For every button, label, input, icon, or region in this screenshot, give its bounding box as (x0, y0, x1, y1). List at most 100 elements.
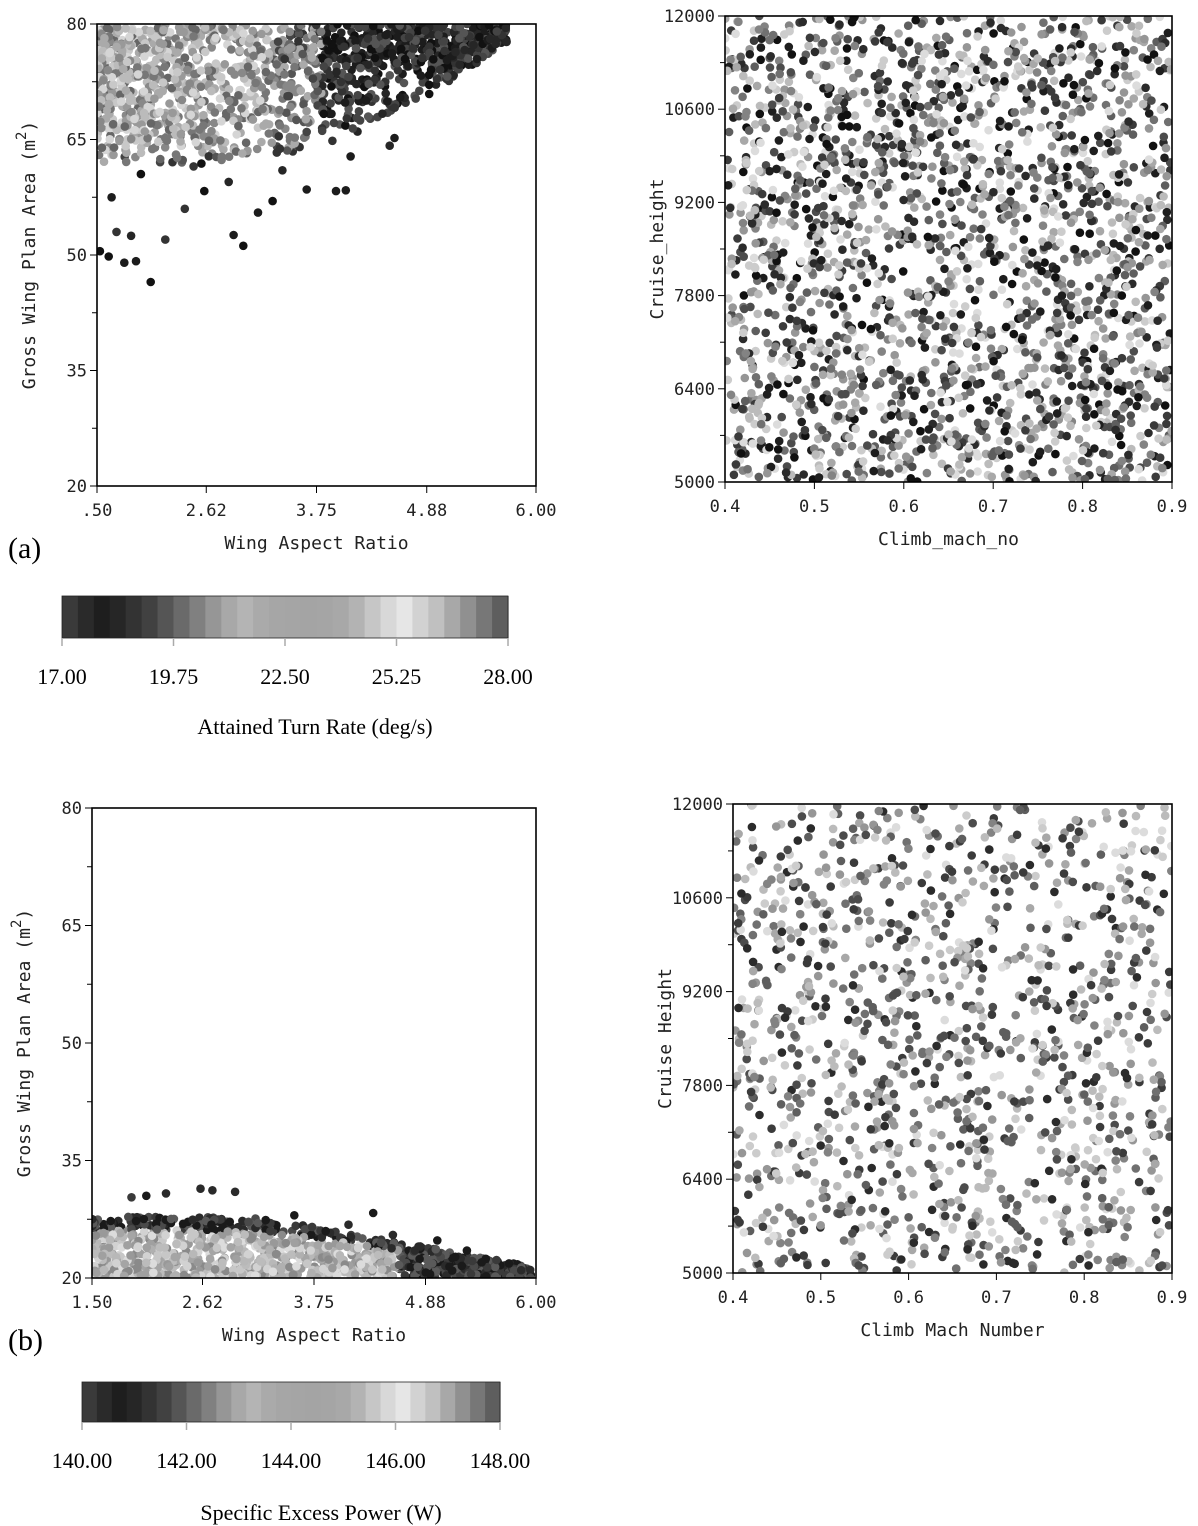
data-point (836, 235, 845, 244)
data-point (866, 181, 876, 190)
data-point (239, 29, 248, 38)
data-point (772, 208, 781, 217)
data-point (995, 436, 1005, 446)
data-point (963, 264, 972, 273)
data-point (103, 65, 113, 75)
data-point (442, 1271, 451, 1278)
data-point (109, 143, 119, 152)
data-point (873, 134, 882, 144)
outlier-point (346, 152, 355, 161)
data-point (309, 42, 318, 52)
data-point (111, 1252, 121, 1262)
data-point (1000, 427, 1009, 436)
data-point (783, 170, 792, 179)
outlier-point (268, 196, 277, 206)
data-point (925, 315, 934, 325)
data-point (1105, 366, 1115, 376)
data-point (160, 62, 169, 72)
data-point (1072, 306, 1082, 315)
outlier-point (229, 230, 238, 240)
data-point (790, 200, 799, 209)
data-point (916, 426, 925, 436)
data-point (267, 138, 277, 147)
data-point (1117, 456, 1127, 466)
data-point (920, 49, 929, 59)
data-point (204, 136, 214, 145)
data-point (820, 220, 829, 229)
data-point (1156, 105, 1166, 114)
data-point (928, 435, 937, 445)
data-point (833, 105, 843, 115)
data-point (955, 460, 964, 469)
data-point (1095, 226, 1105, 236)
data-point (364, 79, 374, 89)
data-point (1102, 399, 1111, 408)
data-point (258, 104, 267, 114)
data-point (1094, 131, 1103, 141)
data-point (989, 29, 998, 38)
data-point (283, 45, 293, 54)
data-point (280, 70, 289, 79)
data-point (888, 318, 897, 328)
data-point (857, 320, 867, 330)
data-point (741, 112, 750, 121)
data-point (435, 65, 445, 74)
data-point (97, 134, 102, 143)
data-point (1152, 343, 1162, 352)
data-point (795, 297, 805, 307)
data-point (1052, 308, 1062, 318)
data-point (929, 96, 939, 106)
data-point (1037, 153, 1046, 163)
data-point (754, 289, 763, 299)
data-point (1166, 65, 1172, 74)
data-point (142, 1252, 152, 1261)
data-point (1032, 424, 1041, 433)
data-point (325, 70, 335, 80)
data-point (1066, 421, 1075, 431)
data-point (978, 210, 987, 219)
data-point (1017, 128, 1027, 137)
data-point (360, 24, 369, 32)
data-point (411, 94, 421, 103)
data-point (1144, 428, 1153, 438)
data-point (1087, 186, 1097, 196)
data-point (1021, 246, 1030, 255)
data-point (368, 24, 378, 31)
data-point (725, 203, 735, 213)
data-point (1036, 307, 1045, 316)
data-point (354, 107, 364, 116)
data-point (1069, 80, 1079, 90)
data-point (1120, 270, 1130, 280)
data-point (971, 313, 981, 323)
data-point (415, 86, 424, 96)
data-point (324, 1255, 333, 1264)
data-point (1013, 344, 1022, 354)
outlier-point (341, 186, 351, 195)
data-point (1155, 453, 1165, 463)
y-tick-label: 65 (67, 131, 87, 151)
data-point (1144, 109, 1154, 118)
data-point (856, 259, 866, 268)
data-point (1033, 279, 1043, 288)
data-point (1028, 380, 1037, 389)
data-point (112, 24, 122, 32)
data-point (1115, 213, 1124, 223)
data-point (1131, 225, 1141, 235)
data-point (847, 167, 857, 177)
data-point (931, 345, 940, 354)
data-point (888, 376, 898, 386)
data-point (847, 476, 857, 482)
data-point (866, 324, 876, 334)
data-point (765, 207, 774, 216)
data-point (817, 255, 826, 265)
data-point (937, 79, 946, 89)
data-point (785, 26, 794, 36)
data-point (195, 1213, 204, 1222)
data-point (313, 86, 323, 96)
data-point (1021, 348, 1030, 357)
data-point (1090, 333, 1099, 343)
data-point (335, 1241, 345, 1251)
data-point (996, 166, 1006, 176)
data-point (738, 404, 747, 414)
data-point (965, 284, 975, 294)
